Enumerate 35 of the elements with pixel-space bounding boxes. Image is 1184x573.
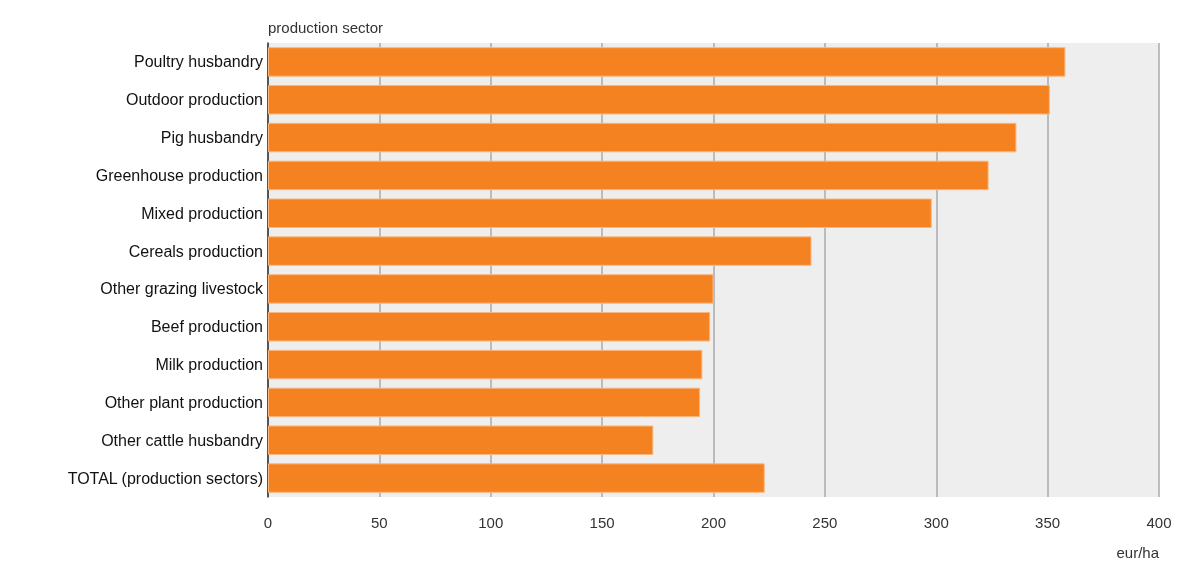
y-tick-label: Cereals production bbox=[128, 242, 263, 260]
bar bbox=[268, 274, 714, 304]
bar bbox=[268, 198, 932, 229]
bar bbox=[268, 85, 1050, 115]
y-tick-label: Milk production bbox=[155, 356, 263, 374]
x-tick-label: 400 bbox=[1146, 514, 1172, 531]
bar bbox=[268, 463, 765, 493]
x-tick-label: 100 bbox=[478, 514, 504, 531]
x-axis-title: eur/ha bbox=[1116, 544, 1160, 561]
y-tick-label: Other plant production bbox=[104, 393, 263, 411]
x-tick-label: 300 bbox=[923, 514, 949, 531]
bar bbox=[268, 47, 1066, 77]
y-tick-label: Other grazing livestock bbox=[100, 280, 264, 298]
y-tick-label: TOTAL (production sectors) bbox=[67, 469, 263, 487]
y-tick-label: Mixed production bbox=[141, 204, 263, 222]
y-tick-label: Outdoor production bbox=[126, 91, 263, 109]
y-tick-label: Other cattle husbandry bbox=[101, 431, 263, 449]
bar bbox=[268, 349, 703, 380]
bar bbox=[268, 425, 654, 456]
bar bbox=[268, 387, 701, 418]
y-axis-title: production sector bbox=[268, 19, 384, 36]
x-tick-label: 0 bbox=[263, 514, 273, 531]
x-tick-label: 350 bbox=[1035, 514, 1061, 531]
y-tick-label: Greenhouse production bbox=[95, 166, 263, 184]
bar bbox=[268, 236, 812, 266]
x-tick-label: 200 bbox=[700, 514, 727, 531]
x-tick-label: 50 bbox=[371, 514, 388, 531]
bar bbox=[268, 122, 1017, 153]
x-tick-label: 150 bbox=[589, 514, 615, 531]
y-tick-label: Poultry husbandry bbox=[134, 53, 263, 71]
y-tick-label: Beef production bbox=[150, 318, 263, 336]
y-tick-label: Pig husbandry bbox=[160, 129, 263, 147]
x-tick-label: 250 bbox=[812, 514, 838, 531]
bar bbox=[268, 160, 989, 191]
bar bbox=[268, 312, 711, 342]
